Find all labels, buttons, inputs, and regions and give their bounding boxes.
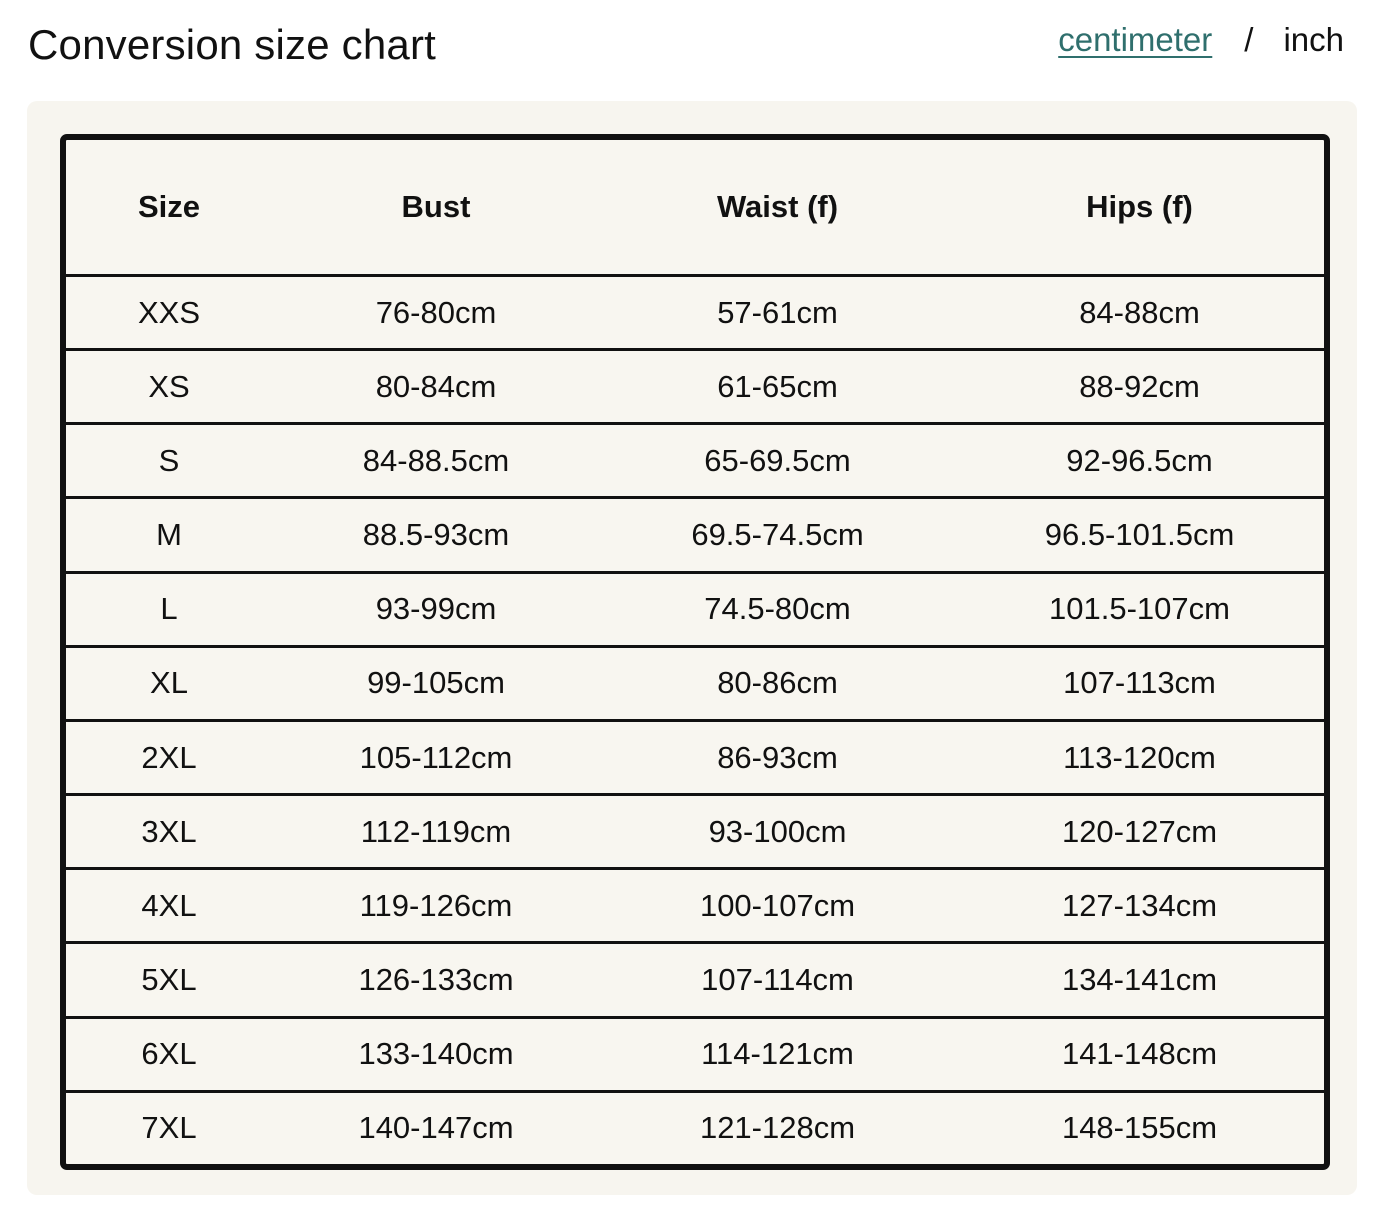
size-cell: XS	[66, 349, 272, 426]
waist-cell: 121-128cm	[699, 1110, 856, 1146]
hips-cell: 148-155cm	[1061, 1110, 1218, 1146]
table-row: 5XL 126-133cm 107-114cm 134-141cm	[66, 942, 1324, 1019]
table-row: XXS 76-80cm 57-61cm 84-88cm	[66, 275, 1324, 352]
waist-cell: 80-86cm	[600, 646, 955, 722]
hips-cell: 88-92cm	[955, 349, 1324, 426]
bust-cell: 140-147cm	[358, 1110, 514, 1146]
table-row: 2XL 105-112cm 86-93cm 113-120cm	[66, 720, 1324, 797]
size-cell: 4XL	[66, 868, 272, 945]
waist-cell: 86-93cm	[600, 720, 955, 797]
table-row: 6XL 133-140cm 114-121cm 141-148cm	[66, 1017, 1324, 1093]
waist-cell: 93-100cm	[600, 794, 955, 871]
size-cell: XXS	[66, 275, 272, 352]
hips-cell: 96.5-101.5cm	[955, 497, 1324, 574]
column-header-bust: Bust	[272, 140, 600, 277]
bust-cell: 105-112cm	[272, 720, 600, 797]
column-header-waist: Waist (f)	[600, 140, 955, 277]
table-row: 7XL 140-147cm 121-128cm 148-155cm	[66, 1091, 1324, 1164]
size-cell: 3XL	[66, 794, 272, 871]
bust-cell: 84-88.5cm	[272, 423, 600, 500]
hips-cell: 127-134cm	[955, 868, 1324, 945]
table-row: M 88.5-93cm 69.5-74.5cm 96.5-101.5cm	[66, 497, 1324, 574]
hips-cell: 134-141cm	[955, 942, 1324, 1019]
table-row: 3XL 112-119cm 93-100cm 120-127cm	[66, 794, 1324, 871]
bust-cell: 93-99cm	[272, 572, 600, 648]
hips-cell: 101.5-107cm	[955, 572, 1324, 648]
unit-switch: centimeter / inch	[1058, 14, 1344, 66]
hips-cell: 107-113cm	[955, 646, 1324, 722]
bust-cell: 76-80cm	[272, 275, 600, 352]
waist-cell: 69.5-74.5cm	[600, 497, 955, 574]
hips-cell: 113-120cm	[955, 720, 1324, 797]
size-cell: 2XL	[66, 720, 272, 797]
bust-cell: 88.5-93cm	[272, 497, 600, 574]
size-cell: 5XL	[66, 942, 272, 1019]
table-row: 4XL 119-126cm 100-107cm 127-134cm	[66, 868, 1324, 945]
size-chart-panel: Size Bust Waist (f) Hips (f) XXS 76-80cm…	[27, 101, 1357, 1195]
table-row: L 93-99cm 74.5-80cm 101.5-107cm	[66, 572, 1324, 648]
bust-cell: 99-105cm	[272, 646, 600, 722]
bust-cell: 119-126cm	[272, 868, 600, 945]
hips-cell: 92-96.5cm	[955, 423, 1324, 500]
size-chart-table: Size Bust Waist (f) Hips (f) XXS 76-80cm…	[66, 140, 1324, 1164]
table-row: XL 99-105cm 80-86cm 107-113cm	[66, 646, 1324, 722]
size-cell: XL	[66, 646, 272, 722]
size-cell: L	[66, 572, 272, 648]
bust-cell: 80-84cm	[272, 349, 600, 426]
table-row: XS 80-84cm 61-65cm 88-92cm	[66, 349, 1324, 426]
size-cell: S	[66, 423, 272, 500]
waist-cell: 114-121cm	[600, 1017, 955, 1093]
hips-cell: 141-148cm	[955, 1017, 1324, 1093]
unit-centimeter-link[interactable]: centimeter	[1058, 21, 1213, 58]
column-header-hips: Hips (f)	[955, 140, 1324, 277]
table-header-row: Size Bust Waist (f) Hips (f)	[66, 140, 1324, 277]
bust-cell: 112-119cm	[272, 794, 600, 871]
hips-cell: 120-127cm	[955, 794, 1324, 871]
waist-cell: 65-69.5cm	[600, 423, 955, 500]
bust-cell: 126-133cm	[272, 942, 600, 1019]
unit-separator: /	[1244, 21, 1254, 58]
hips-cell: 84-88cm	[955, 275, 1324, 352]
size-chart-table-frame: Size Bust Waist (f) Hips (f) XXS 76-80cm…	[60, 134, 1330, 1170]
bust-cell: 133-140cm	[272, 1017, 600, 1093]
waist-cell: 61-65cm	[600, 349, 955, 426]
waist-cell: 74.5-80cm	[600, 572, 955, 648]
waist-cell: 100-107cm	[600, 868, 955, 945]
table-row: S 84-88.5cm 65-69.5cm 92-96.5cm	[66, 423, 1324, 500]
column-header-size: Size	[66, 140, 272, 277]
size-cell: 7XL	[141, 1110, 197, 1146]
waist-cell: 107-114cm	[600, 942, 955, 1019]
size-cell: 6XL	[66, 1017, 272, 1093]
page-title: Conversion size chart	[28, 21, 437, 68]
waist-cell: 57-61cm	[600, 275, 955, 352]
unit-inch-link[interactable]: inch	[1283, 21, 1344, 58]
size-cell: M	[66, 497, 272, 574]
